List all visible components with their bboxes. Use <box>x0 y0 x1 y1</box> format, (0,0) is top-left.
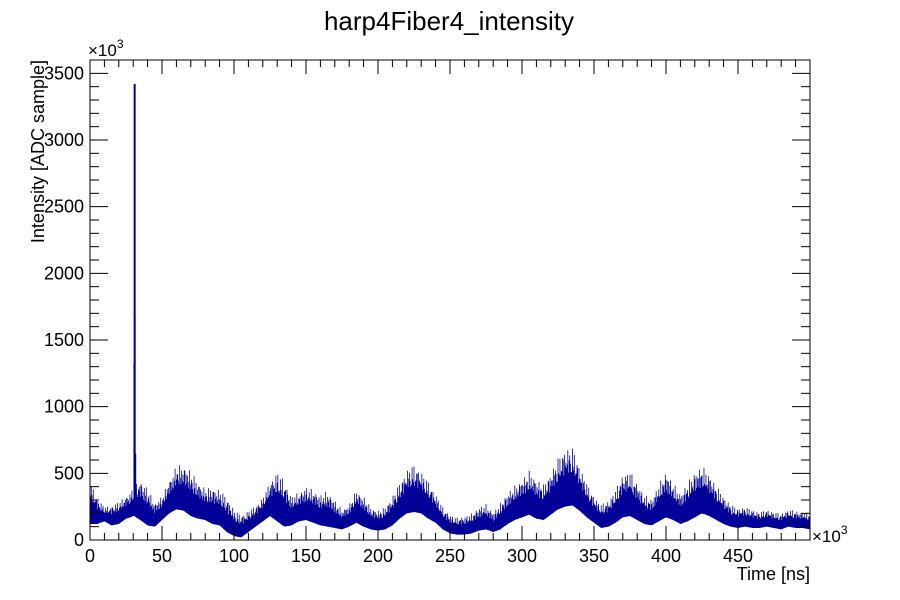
y-axis-label: Intensity [ADC sample] <box>28 60 48 243</box>
x-tick-label: 250 <box>435 546 465 566</box>
x-tick-label: 400 <box>651 546 681 566</box>
x-tick-label: 350 <box>579 546 609 566</box>
x-axis: 0 50 100 150 200 250 300 350 400 450 <box>85 60 811 566</box>
x-tick-label: 200 <box>363 546 393 566</box>
plot-frame <box>89 59 811 541</box>
y-tick-label: 1000 <box>44 397 84 417</box>
y-tick-label: 3500 <box>44 63 84 83</box>
x-multiplier-exp: 3 <box>841 523 848 537</box>
y-tick-label: 500 <box>54 463 84 483</box>
y-tick-label: 2500 <box>44 197 84 217</box>
y-multiplier-base: ×10 <box>88 41 117 60</box>
y-tick-label: 3000 <box>44 130 84 150</box>
y-tick-label: 2000 <box>44 263 84 283</box>
y-multiplier: ×103 <box>88 37 124 60</box>
plot-area <box>89 84 811 538</box>
x-axis-label: Time [ns] <box>737 564 810 584</box>
x-tick-label: 150 <box>291 546 321 566</box>
x-tick-label: 50 <box>152 546 172 566</box>
x-tick-label: 0 <box>85 546 95 566</box>
y-axis: 0 500 1000 1500 2000 2500 3000 3500 <box>44 59 810 550</box>
chart-title: harp4Fiber4_intensity <box>324 6 574 36</box>
x-tick-label: 450 <box>723 546 753 566</box>
y-multiplier-exp: 3 <box>117 37 124 51</box>
x-multiplier: ×103 <box>812 523 848 546</box>
x-tick-label: 100 <box>219 546 249 566</box>
y-tick-label: 0 <box>74 530 84 550</box>
series-trace <box>89 174 811 538</box>
y-tick-label: 1500 <box>44 330 84 350</box>
x-multiplier-base: ×10 <box>812 527 841 546</box>
x-tick-label: 300 <box>507 546 537 566</box>
